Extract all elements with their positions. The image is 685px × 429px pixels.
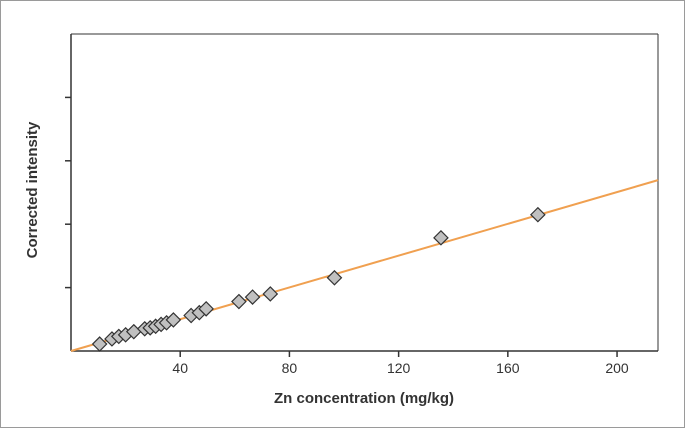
data-point (198, 300, 214, 317)
x-axis-title: Zn concentration (mg/kg) (274, 390, 454, 407)
data-point (91, 336, 108, 352)
data-point (231, 293, 247, 310)
data-point (244, 289, 261, 305)
y-axis-title: Corrected intensity (24, 121, 41, 258)
x-ticks: 40 80 120 160 200 (172, 351, 629, 376)
x-tick-label: 200 (605, 360, 629, 376)
y-ticks (65, 96, 71, 289)
data-point (262, 286, 279, 302)
x-tick-label: 120 (387, 360, 411, 376)
axes (70, 33, 659, 352)
data-point (530, 206, 546, 223)
x-tick-label: 160 (496, 360, 520, 376)
x-tick-label: 80 (282, 360, 298, 376)
data-point (326, 269, 343, 286)
data-points (91, 206, 546, 352)
data-point (165, 312, 182, 328)
data-point (433, 229, 449, 246)
x-tick-label: 40 (172, 360, 188, 376)
